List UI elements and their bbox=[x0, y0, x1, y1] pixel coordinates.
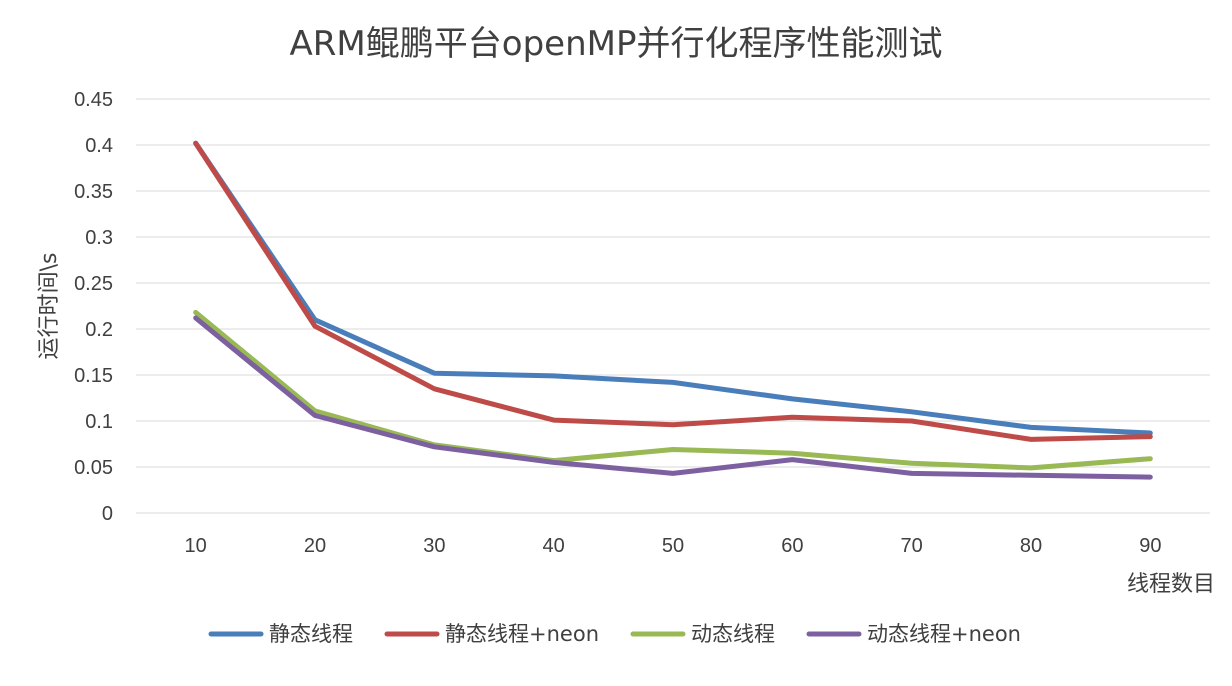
gridlines bbox=[136, 98, 1210, 514]
series-line-1 bbox=[193, 140, 1153, 436]
x-axis-label: 线程数目 bbox=[1127, 572, 1215, 597]
x-tick-label: 40 bbox=[543, 535, 565, 557]
y-axis-label: 运行时间\s bbox=[37, 253, 62, 360]
legend-label: 动态线程+neon bbox=[867, 622, 1021, 646]
legend: 静态线程 静态线程+neon 动态线程 动态线程+neon bbox=[208, 622, 1021, 646]
x-tick-label: 20 bbox=[304, 535, 326, 557]
y-tick-label: 0.25 bbox=[74, 273, 113, 295]
y-tick-label: 0.4 bbox=[85, 135, 113, 157]
legend-label: 静态线程+neon bbox=[445, 622, 599, 646]
x-tick-label: 10 bbox=[185, 535, 207, 557]
x-tick-label: 90 bbox=[1139, 535, 1161, 557]
series-line-2 bbox=[193, 140, 1153, 442]
y-tick-label: 0.35 bbox=[74, 181, 113, 203]
y-tick-label: 0.1 bbox=[85, 411, 113, 433]
y-axis-ticks: 0 0.05 0.1 0.15 0.2 0.25 0.3 0.35 0.4 0.45 bbox=[74, 89, 113, 525]
y-tick-label: 0.45 bbox=[74, 89, 113, 111]
x-tick-label: 70 bbox=[901, 535, 923, 557]
chart-title: ARM鲲鹏平台openMP并行化程序性能测试 bbox=[290, 24, 943, 64]
series-line-4 bbox=[193, 315, 1153, 480]
x-axis-ticks: 10 20 30 40 50 60 70 80 90 bbox=[185, 535, 1162, 557]
y-tick-label: 0.05 bbox=[74, 457, 113, 479]
legend-label: 动态线程 bbox=[691, 622, 775, 646]
x-tick-label: 80 bbox=[1020, 535, 1042, 557]
y-tick-label: 0.15 bbox=[74, 365, 113, 387]
legend-label: 静态线程 bbox=[269, 622, 353, 646]
y-tick-label: 0.3 bbox=[85, 227, 113, 249]
x-tick-label: 60 bbox=[781, 535, 803, 557]
y-tick-label: 0 bbox=[102, 503, 113, 525]
y-tick-label: 0.2 bbox=[85, 319, 113, 341]
x-tick-label: 50 bbox=[662, 535, 684, 557]
series-lines bbox=[193, 140, 1153, 480]
x-tick-label: 30 bbox=[423, 535, 445, 557]
series-line-3 bbox=[193, 309, 1153, 471]
